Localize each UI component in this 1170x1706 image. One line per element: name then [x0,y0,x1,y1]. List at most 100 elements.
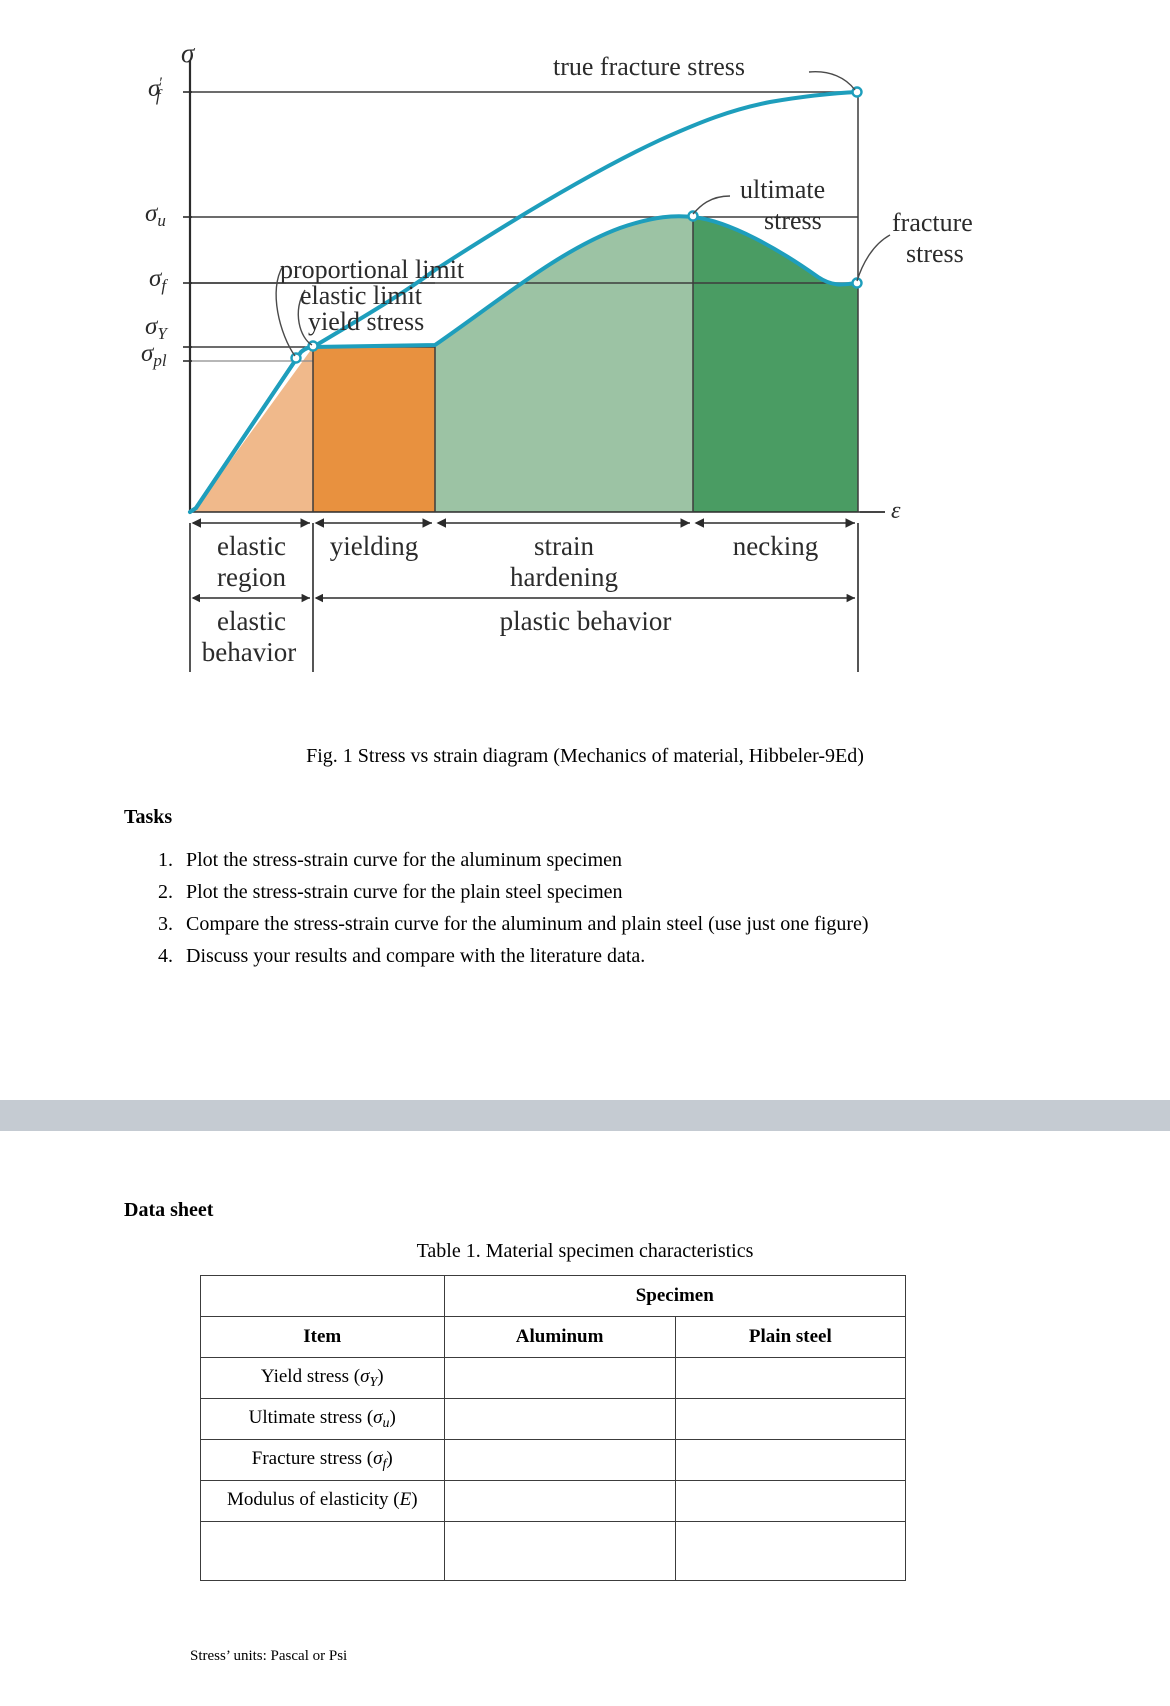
label-frame [189,523,859,672]
y-tick-proportional-limit: σpl [141,340,167,371]
task-number: 2. [158,881,173,903]
stress-strain-chart [183,60,891,672]
table-row: Yield stress (σY) [200,1357,907,1399]
table-caption: Table 1. Material specimen characteristi… [416,1240,754,1262]
row-label-symbol: σ [360,1365,370,1387]
region-label-elastic-region-line1: elastic [217,531,286,561]
row-label-symbol: E [399,1488,412,1510]
cell-plain-steel-modulus[interactable] [674,1480,907,1522]
y-tick-ultimate-stress: σu [145,200,166,231]
marker-fracture-stress [851,277,863,289]
tick-base: σ [145,313,158,340]
table-row: Fracture stress (σf) [200,1439,907,1481]
row-label-text: Modulus of elasticity ( [227,1488,400,1510]
cell-plain-steel-blank[interactable] [674,1521,907,1581]
table-header-aluminum: Aluminum [443,1316,676,1358]
behavior-label-elastic-line2: behavior [201,637,297,667]
tick-sub: f [161,276,167,295]
annotation-proportional-limit: proportional limit [280,255,465,284]
region-label-necking: necking [732,531,819,561]
row-label-symbol: σ [373,1447,383,1469]
cell-aluminum-modulus[interactable] [443,1480,676,1522]
tick-sub: pl [153,351,167,370]
leader-elastic-limit [297,289,313,346]
cell-aluminum-blank[interactable] [443,1521,676,1581]
tick-base: σ [145,200,158,227]
row-label-close: ) [377,1365,384,1387]
task-text: Plot the stress-strain curve for the alu… [186,849,623,871]
region-elastic-fill [190,347,313,512]
row-label-fracture-stress: Fracture stress (σf) [200,1439,445,1481]
page-separator-band [0,1100,1170,1131]
leader-true-fracture-stress [808,71,856,91]
table-row: Ultimate stress (σu) [200,1398,907,1440]
row-label-text: Fracture stress ( [251,1447,374,1469]
row-label-ultimate-stress: Ultimate stress (σu) [200,1398,445,1440]
row-label-text: Yield stress ( [260,1365,361,1387]
cell-aluminum-yield-stress[interactable] [443,1357,676,1399]
table-row [200,1521,907,1581]
tick-base: σ [149,265,162,292]
leader-lines [275,71,891,357]
annotation-ultimate: ultimate [740,175,826,204]
figure-caption: Fig. 1 Stress vs strain diagram (Mechani… [306,745,864,767]
table-row-column-headers: Item Aluminum Plain steel [200,1316,907,1358]
behavior-label-plastic: plastic behavior [499,606,672,636]
region-label-strain-hardening-line1: strain [534,531,594,561]
row-label-subscript: u [382,1415,390,1431]
leader-proportional-limit [275,265,296,357]
row-label-blank[interactable] [200,1521,445,1581]
behavior-label-elastic-line1: elastic [217,606,286,636]
tick-sub: Y [157,324,167,343]
row-label-symbol: σ [373,1406,383,1428]
annotation-ultimate-stress-word: stress [764,206,822,235]
y-tick-yield-stress: σY [145,313,167,344]
list-item: 4. Discuss your results and compare with… [158,942,1058,971]
task-number: 3. [158,913,173,935]
material-specimen-table: Specimen Item Aluminum Plain steel Yield… [200,1275,907,1581]
tick-sub: u [157,211,166,230]
row-label-yield-stress: Yield stress (σY) [200,1357,445,1399]
annotation-fracture-stress-word: stress [906,239,964,268]
region-fills [190,216,858,512]
cell-plain-steel-yield-stress[interactable] [674,1357,907,1399]
task-number: 4. [158,945,173,967]
cell-plain-steel-fracture-stress[interactable] [674,1439,907,1481]
region-label-elastic-region-line2: region [217,562,286,592]
cell-aluminum-ultimate-stress[interactable] [443,1398,676,1440]
table-header-specimen: Specimen [443,1275,907,1317]
row-label-subscript: f [382,1456,387,1472]
marker-ultimate-stress [687,210,699,222]
list-item: 2. Plot the stress-strain curve for the … [158,878,1058,907]
row-label-close: ) [411,1488,418,1510]
x-axis-symbol: ε [891,498,901,524]
y-axis-symbol: σ [181,38,195,68]
leader-fracture-stress [856,234,891,282]
tick-base: σ [148,75,161,102]
leader-ultimate-stress [692,195,731,215]
region-boundaries [312,92,859,512]
task-number: 1. [158,849,173,871]
table-footnote: Stress’ units: Pascal or Psi [190,1648,348,1664]
y-tick-true-fracture-stress: σ′f [148,75,162,105]
tasks-list: 1. Plot the stress-strain curve for the … [158,846,1058,974]
row-label-close: ) [389,1406,396,1428]
cell-plain-steel-ultimate-stress[interactable] [674,1398,907,1440]
list-item: 1. Plot the stress-strain curve for the … [158,846,1058,875]
task-text: Compare the stress-strain curve for the … [186,913,869,935]
region-necking-fill [693,217,858,512]
tick-base: σ [141,340,154,367]
cell-aluminum-fracture-stress[interactable] [443,1439,676,1481]
region-label-yielding: yielding [329,531,419,561]
marker-proportional-limit [290,352,302,364]
tick-sub: f [155,86,161,105]
annotation-fracture: fracture [892,208,973,237]
row-label-close: ) [386,1447,393,1469]
annotation-yield-stress: yield stress [308,307,425,336]
annotation-elastic-limit: elastic limit [300,281,423,310]
y-tick-fracture-stress: σf [149,265,166,296]
table-row: Modulus of elasticity (E) [200,1480,907,1522]
datasheet-heading: Data sheet [124,1199,214,1221]
row-label-subscript: Y [369,1374,378,1390]
list-item: 3. Compare the stress-strain curve for t… [158,910,1058,939]
